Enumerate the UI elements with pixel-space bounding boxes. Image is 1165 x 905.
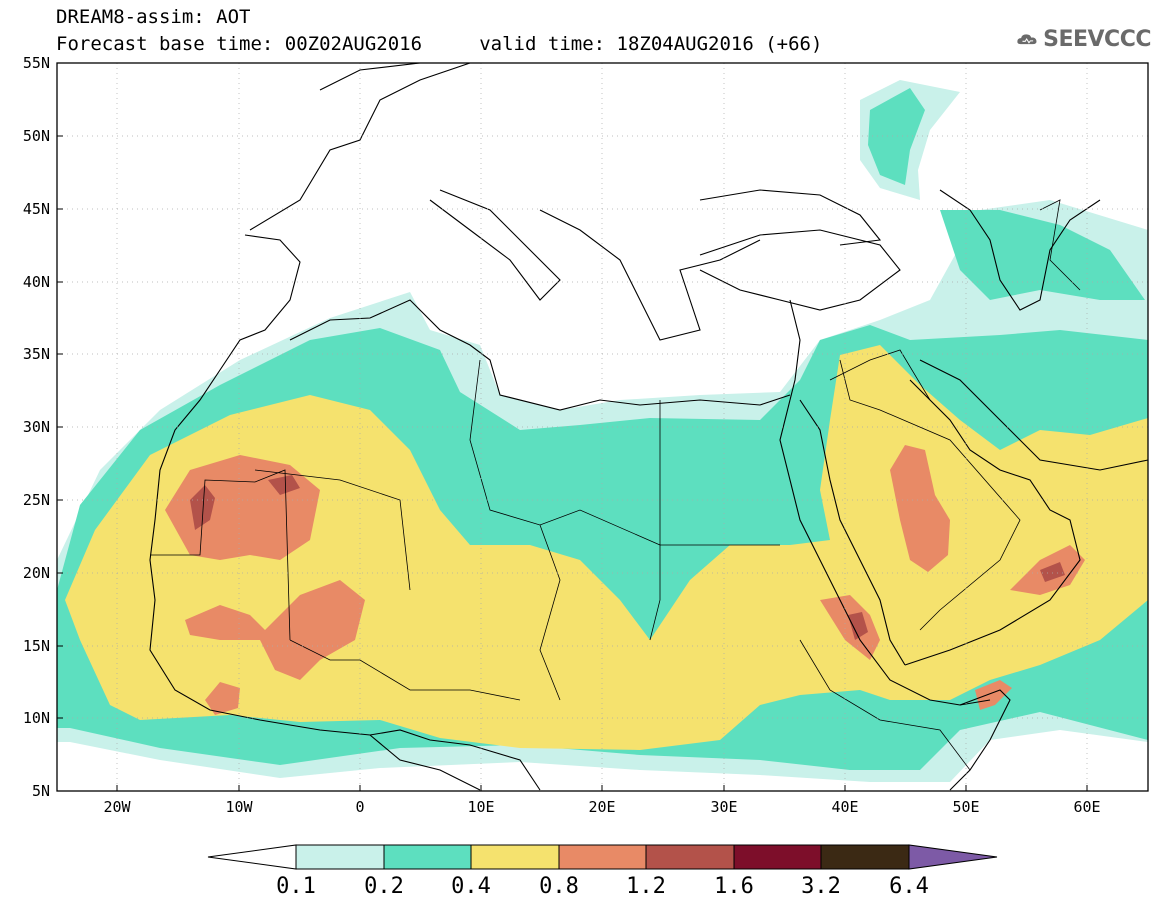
aot-band-1.2-wsahara [190,485,215,530]
border-ethiopia [799,639,971,771]
aot-band-0.8-redsea [820,595,880,660]
coastline-iran [919,359,1148,471]
lat-label: 50N [23,127,50,145]
border-kazakh [1039,199,1081,291]
lat-label: 15N [23,637,50,655]
lon-label: 50E [952,798,979,816]
coastline-arabia [904,379,1081,666]
coastline-red-sea-east [799,399,906,666]
aot-field [57,80,1148,782]
lon-label: 0 [355,798,364,816]
coastline-europe [249,63,561,301]
colorbar-bin [295,844,385,870]
aot-band-0.8-south [205,682,240,715]
lat-label: 25N [23,491,50,509]
coastline-turkey [699,229,901,311]
coastline-north-africa [289,299,791,411]
border-algeria-mali [254,469,411,591]
colorbar-over [908,844,998,870]
lat-label: 20N [23,564,50,582]
coastline-caspian [939,189,1101,311]
lon-label: 40E [831,798,858,816]
colorbar-bin [558,844,647,870]
forecast-time-line: Forecast base time: 00Z02AUG2016 valid t… [56,33,823,55]
chart-title: DREAM8-assim: AOT [56,6,251,28]
lon-label: 60E [1073,798,1100,816]
lat-label: 45N [23,200,50,218]
colorbar-bin [645,844,735,870]
aot-band-0.8-arabia [890,445,950,572]
aot-band-1.2-redsea [848,612,868,640]
coastline-levant [789,299,801,401]
coastline-gulf-guinea [369,734,481,791]
aot-band-1.2-central [268,475,300,495]
lat-label: 30N [23,418,50,436]
colorbar-bin [820,844,910,870]
country-borders [150,199,1081,771]
coastlines [149,63,1148,791]
lat-label: 55N [23,54,50,72]
colorbar-bin [470,844,560,870]
colorbar-bin [733,844,822,870]
border-mauritania [150,469,291,641]
coastline-red-sea-west [779,399,991,706]
lon-label: 30E [710,798,737,816]
border-egypt [659,400,780,546]
colorbar [207,844,998,870]
graticule [57,63,1148,791]
cloud-icon [1017,34,1037,45]
lat-label: 10N [23,709,50,727]
axis-ticks [57,62,1088,791]
colorbar-under [207,844,297,870]
aot-band-1.2-oman [1040,562,1065,582]
lon-label: 20W [103,798,131,816]
border-sahel [289,639,521,701]
colorbar-tick: 0.2 [364,874,404,899]
border-iraq [829,349,931,401]
colorbar-tick: 3.2 [801,874,841,899]
border-chad-sudan [539,524,661,701]
coastline-west-africa [149,234,541,791]
colorbar-tick: 6.4 [889,874,929,899]
border-saudi [839,359,1021,631]
logo-text: SEEVCCC [1043,26,1151,52]
lat-label: 5N [32,782,50,800]
colorbar-tick: 0.1 [276,874,316,899]
coastline-horn [949,689,1011,791]
colorbar-bin [383,844,472,870]
lon-label: 10W [225,798,253,816]
aot-band-0.2-north [868,88,925,185]
colorbar-tick: 0.8 [539,874,579,899]
lon-label: 10E [467,798,494,816]
aot-band-0.8-somalia [975,680,1012,710]
seevccc-logo: SEEVCCC [1016,22,1151,56]
lat-label: 35N [23,345,50,363]
colorbar-labels: 0.1 0.2 0.4 0.8 1.2 1.6 3.2 6.4 [276,874,929,899]
aot-band-0.2-caspian [940,210,1145,300]
longitude-labels: 20W 10W 0 10E 20E 30E 40E 50E 60E [103,798,1100,816]
colorbar-tick: 1.2 [626,874,666,899]
colorbar-tick: 0.4 [451,874,491,899]
lat-label: 40N [23,273,50,291]
latitude-labels: 55N 50N 45N 40N 35N 30N 25N 20N 15N 10N … [23,54,50,800]
coastline-balkans [539,209,761,341]
colorbar-tick: 1.6 [714,874,754,899]
coastline-black-sea [699,189,882,246]
lon-label: 20E [588,798,615,816]
